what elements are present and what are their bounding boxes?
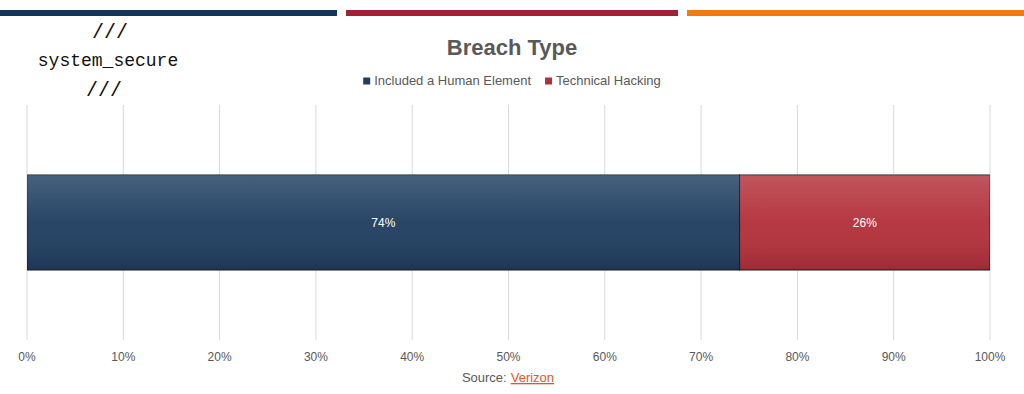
source-label: Source:: [462, 370, 507, 385]
tick-label: 0%: [18, 350, 36, 364]
logo-text: system_secure: [38, 51, 178, 71]
data-label: 26%: [853, 216, 877, 230]
chart-title: Breach Type: [447, 35, 577, 60]
legend-label: Technical Hacking: [556, 73, 661, 88]
tick-label: 70%: [689, 350, 713, 364]
tick-label: 60%: [593, 350, 617, 364]
logo-text: ///: [92, 21, 128, 44]
top-stripe: [687, 10, 1024, 16]
source-note: Source: Verizon: [462, 370, 554, 385]
chart: /// system_secure /// Breach Type 0% 10% 20% 30…: [0, 0, 1024, 394]
source-link: Verizon: [511, 370, 554, 385]
tick-label: 40%: [400, 350, 424, 364]
top-stripe: [346, 10, 678, 16]
tick-label: 50%: [496, 350, 520, 364]
logo-text: ///: [86, 79, 122, 102]
x-axis: 0% 10% 20% 30% 40% 50% 60% 70% 80% 90% 100%: [18, 105, 1005, 364]
plot-area: [27, 175, 990, 270]
bar-shine: [27, 175, 740, 270]
legend-label: Included a Human Element: [374, 73, 531, 88]
legend-swatch: [545, 78, 552, 85]
tick-label: 80%: [785, 350, 809, 364]
legend-swatch: [363, 78, 370, 85]
legend: Included a Human Element Technical Hackin…: [363, 73, 661, 88]
tick-label: 100%: [975, 350, 1006, 364]
bar-segment: [27, 175, 740, 270]
data-labels: 74% 26%: [371, 216, 877, 230]
tick-label: 20%: [208, 350, 232, 364]
tick-label: 10%: [111, 350, 135, 364]
bar-segment: [740, 175, 990, 270]
top-stripe: [0, 10, 337, 16]
bar-shine: [740, 175, 990, 270]
data-label: 74%: [371, 216, 395, 230]
tick-label: 30%: [304, 350, 328, 364]
tick-label: 90%: [882, 350, 906, 364]
